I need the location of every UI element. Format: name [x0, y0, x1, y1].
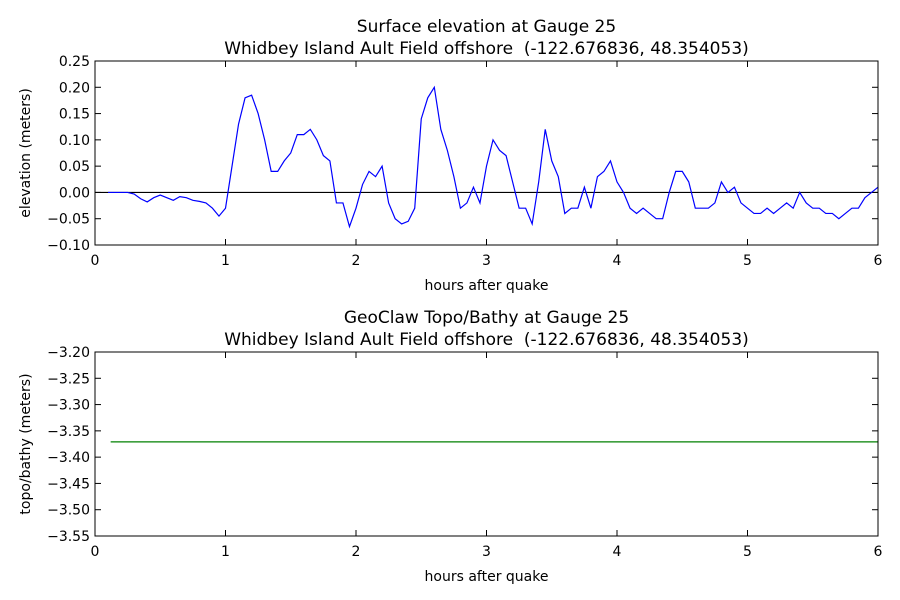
x-tick-label: 6: [874, 544, 883, 560]
y-tick-label: −3.25: [47, 371, 90, 387]
y-tick-label: 0.05: [59, 159, 90, 175]
y-tick-label: −3.35: [47, 424, 90, 440]
data-line: [108, 85, 879, 229]
y-tick-label: −0.10: [47, 238, 90, 254]
y-tick-label: 0.00: [59, 185, 90, 201]
y-tick-label: 0.15: [59, 107, 90, 123]
x-axis-label: hours after quake: [425, 569, 549, 585]
y-tick-label: 0.20: [59, 80, 90, 96]
chart-title: GeoClaw Topo/Bathy at Gauge 25: [344, 308, 629, 328]
x-tick-label: 3: [482, 544, 491, 560]
x-tick-label: 3: [482, 253, 491, 269]
y-tick-label: −3.50: [47, 503, 90, 519]
y-tick-label: 0.10: [59, 133, 90, 149]
x-tick-label: 1: [221, 253, 230, 269]
y-tick-label: −3.40: [47, 450, 90, 466]
x-tick-label: 1: [221, 544, 230, 560]
plot-frame: [94, 60, 879, 246]
x-tick-label: 2: [352, 253, 361, 269]
chart-title: Surface elevation at Gauge 25: [357, 17, 616, 37]
x-tick-label: 5: [743, 253, 752, 269]
x-tick-label: 4: [613, 253, 622, 269]
x-tick-label: 4: [613, 544, 622, 560]
y-tick-label: −0.05: [47, 212, 90, 228]
x-tick-label: 6: [874, 253, 883, 269]
y-axis-label: elevation (meters): [18, 88, 34, 218]
y-tick-label: −3.55: [47, 529, 90, 545]
x-tick-label: 2: [352, 544, 361, 560]
chart-subtitle: Whidbey Island Ault Field offshore (-122…: [224, 330, 749, 350]
x-axis-label: hours after quake: [425, 278, 549, 294]
x-tick-label: 5: [743, 544, 752, 560]
y-tick-label: −3.30: [47, 398, 90, 414]
y-tick-label: 0.25: [59, 54, 90, 70]
y-tick-label: −3.20: [47, 345, 90, 361]
x-tick-label: 0: [91, 253, 100, 269]
y-axis-label: topo/bathy (meters): [18, 373, 34, 514]
x-tick-label: 0: [91, 544, 100, 560]
chart-subtitle: Whidbey Island Ault Field offshore (-122…: [224, 39, 749, 59]
y-tick-label: −3.45: [47, 476, 90, 492]
plot-frame: [94, 351, 879, 537]
